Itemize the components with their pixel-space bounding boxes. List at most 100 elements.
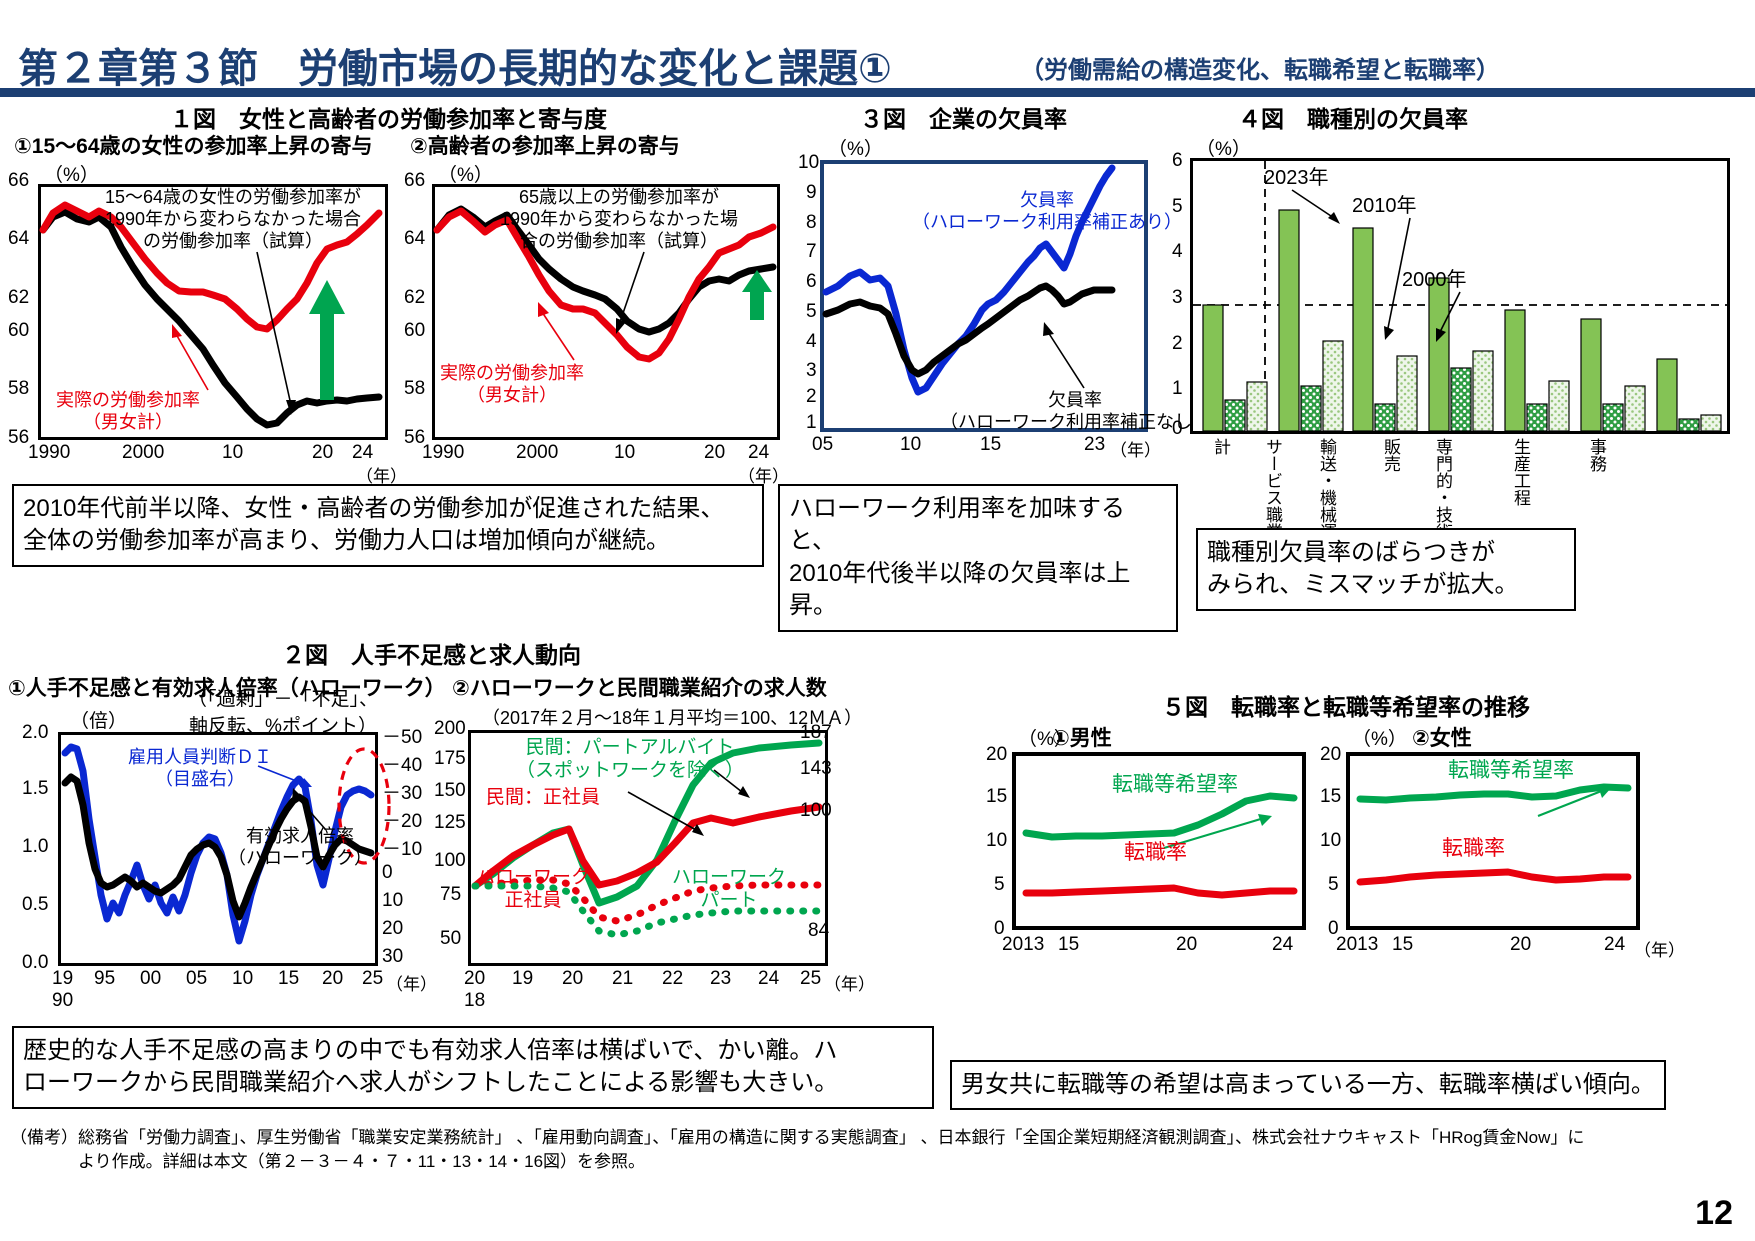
fig2-p1-xtick-00: 00 (140, 968, 162, 989)
fig1-p1-xtick-2000: 2000 (122, 442, 165, 463)
fig2-p2-xtick-25: 25 (800, 968, 822, 989)
fig2-p1-di-leader (257, 765, 312, 787)
fig1-p2-xtick-24: 24 (748, 442, 770, 463)
fig3-ytick-9: 9 (806, 182, 817, 203)
fig1-panel2-calc-leader (616, 251, 645, 334)
fig5-p2-xtick-24: 24 (1604, 934, 1626, 955)
fig3-ytick-10: 10 (798, 152, 820, 173)
fig5-p1-ytick-0: 0 (994, 918, 1005, 939)
fig2-callout: 歴史的な人手不足感の高まりの中でも有効求人倍率は横ばいで、かい離。ハ ローワーク… (12, 1026, 934, 1109)
fig5-title: ５図 転職率と転職等希望率の推移 (1162, 694, 1530, 720)
fig5-panel1-plot (1012, 752, 1306, 930)
fig2-p2-line-hw-parttime (471, 882, 823, 939)
fig4-legend-2000: 2000年 (1402, 269, 1467, 291)
fig2-p1-ytick-0.0: 0.0 (22, 952, 49, 973)
fig2-p1-xtick-90: 90 (52, 990, 74, 1011)
fig4-ytick-1: 1 (1172, 378, 1183, 399)
fig4-svg (1193, 161, 1727, 432)
fig2-p1-line-ratio (61, 773, 375, 921)
fig1-panel2-plot (432, 184, 780, 440)
fig1-panel2-actual-annotation: 実際の労働参加率 （男女計） (440, 363, 584, 405)
fig1-p2-xtick-1990: 1990 (422, 442, 465, 463)
fig2-p2-endlabel-green: 187 (800, 722, 832, 743)
fig3-ytick-6: 6 (806, 271, 817, 292)
fig3-line-unadjusted (822, 282, 1116, 378)
fig5-p2-xunit: （年） (1634, 941, 1685, 960)
fig4-ytick-5: 5 (1172, 196, 1183, 217)
fig1-p2-ytick-56: 56 (404, 427, 426, 448)
fig1-p2-ytick-66: 66 (404, 170, 426, 191)
fig3-yunit: （%） (828, 139, 883, 160)
fig4-xlabel-3: 販売 (1381, 438, 1400, 472)
fig2-panel2-hw-red-label: ハローワーク 正社員 (476, 867, 591, 912)
fig2-p2-ytick-175: 175 (434, 748, 466, 769)
fig5-p2-ytick-0: 0 (1328, 918, 1339, 939)
fig1-p2-xtick-10: 10 (614, 442, 636, 463)
fig1-panel1-subtitle: ①15～64歳の女性の参加率上昇の寄与 (14, 135, 373, 158)
fig5-panel1-svg (1022, 792, 1298, 899)
fig2-p1-xtick-95: 95 (94, 968, 116, 989)
fig2-panel1-di-label: 雇用人員判断ＤＩ （目盛右） (128, 747, 272, 789)
title-bar: 第２章第３節 労働市場の長期的な変化と課題① （労働需給の構造変化、転職希望と転… (0, 14, 1755, 91)
fig1-p2-xtick-2000: 2000 (516, 442, 559, 463)
fig2-p2-ytick-100: 100 (434, 850, 466, 871)
fig5-p1-xtick-24: 24 (1272, 934, 1294, 955)
fig5-p1-ytick-10: 10 (986, 830, 1008, 851)
fig5-p2-ytick-15: 15 (1320, 786, 1342, 807)
fig1-p2-ytick-58: 58 (404, 378, 426, 399)
fig1-p1-ytick-66: 66 (8, 170, 30, 191)
fig2-p2-line-hw-fulltime (471, 876, 823, 925)
fig1-p1-line-counterfactual (39, 208, 383, 429)
fig2-panel2-svg (471, 739, 823, 939)
fig5-callout: 男女共に転職等の希望は高まっている一方、転職率横ばい傾向。 (950, 1060, 1666, 1111)
header-divider (0, 88, 1755, 97)
fig2-panel2-unit: （2017年２月～18年１月平均＝100、12ＭＡ） (482, 708, 863, 728)
fig2-p1-y2tick--40: －40 (382, 755, 423, 776)
fig5-panel2-unit: （%） (1352, 729, 1407, 750)
fig2-p1-ratio-leader (292, 788, 327, 831)
fig3-xunit: （年） (1110, 441, 1161, 460)
fig2-p2-ytick-75: 75 (440, 884, 462, 905)
footnote: （備考）総務省「労働力調査」、厚生労働省「職業安定業務統計」 、「雇用動向調査」… (10, 1128, 1585, 1171)
fig2-panel1-highlight-ellipse (337, 747, 391, 865)
fig4-ytick-0: 0 (1172, 418, 1183, 439)
fig1-p1-xunit: （年） (356, 467, 407, 486)
fig2-p2-green-leader (713, 769, 750, 798)
fig3-ytick-3: 3 (806, 360, 817, 381)
fig2-p1-xtick-10: 10 (232, 968, 254, 989)
fig2-p1-xtick-20: 20 (322, 968, 344, 989)
fig2-p1-xtick-25: 25 (362, 968, 384, 989)
fig2-p2-xtick-21: 21 (612, 968, 634, 989)
fig3-ytick-1: 1 (806, 412, 817, 433)
fig3-ytick-4: 4 (806, 331, 817, 352)
fig2-p2-xtick-20: 20 (464, 968, 486, 989)
fig2-panel1-plot (58, 732, 378, 966)
fig2-panel1-left-unit: （倍） (70, 711, 128, 732)
fig1-panel2-yunit: （%） (438, 165, 493, 186)
fig2-p2-xtick-18: 18 (464, 990, 486, 1011)
fig2-p2-ytick-150: 150 (434, 780, 466, 801)
fig3-xtick-05: 05 (812, 434, 834, 455)
fig4-legend-2010: 2010年 (1352, 195, 1417, 217)
fig1-p2-ytick-64: 64 (404, 228, 426, 249)
fig4-leader-2000 (1436, 291, 1461, 342)
fig1-panel2-calc-annotation: 65歳以上の労働参加率が 1990年から変わらなかった場 合の労働参加率（試算） (500, 187, 739, 251)
fig5-p1-xtick-20: 20 (1176, 934, 1198, 955)
fig3-ytick-8: 8 (806, 212, 817, 233)
fig2-p1-y2tick-30: 30 (382, 946, 404, 967)
page-title: 第２章第３節 労働市場の長期的な変化と課題① (18, 47, 892, 91)
fig4-xlabel-5: 生産工程 (1511, 438, 1530, 506)
fig3-title: ３図 企業の欠員率 (860, 106, 1067, 132)
fig2-panel2-hw-green-label: ハローワーク パート (672, 867, 787, 912)
fig4-ytick-6: 6 (1172, 150, 1183, 171)
fig3-plot (820, 160, 1148, 432)
fig2-panel2-plot (468, 730, 828, 966)
fig2-p2-xtick-20b: 20 (562, 968, 584, 989)
fig2-title: ２図 人手不足感と求人動向 (282, 642, 581, 668)
fig4-plot (1190, 158, 1730, 434)
fig4-leader-2010 (1384, 217, 1411, 340)
fig2-p1-y2tick-0: 0 (382, 862, 393, 883)
fig3-blue-label: 欠員率 （ハローワーク利用率補正あり） (912, 190, 1182, 232)
fig4-title: ４図 職種別の欠員率 (1238, 106, 1468, 132)
fig1-p1-xtick-24: 24 (352, 442, 374, 463)
